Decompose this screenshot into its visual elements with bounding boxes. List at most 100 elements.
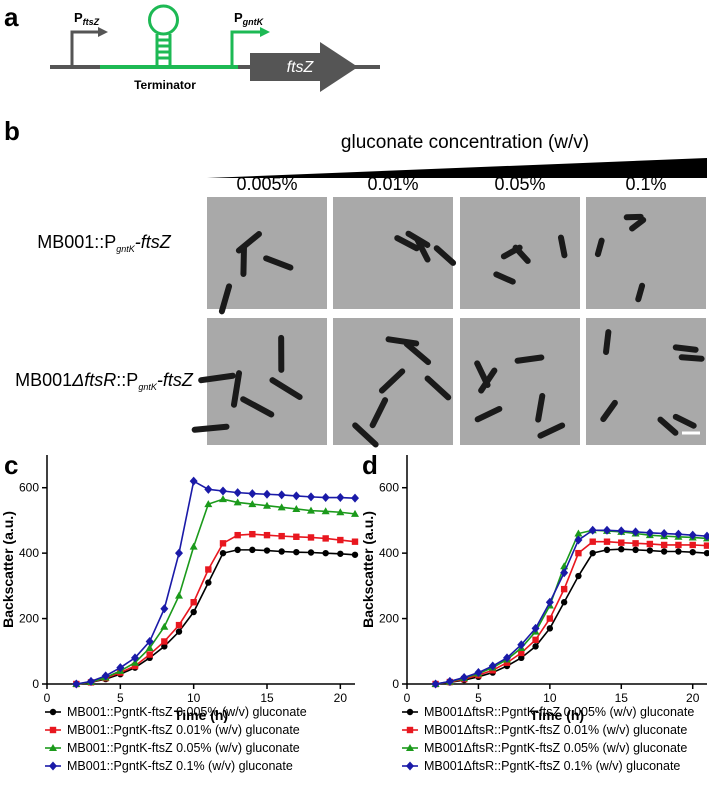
- legend-label: MB001ΔftsR::PgntK-ftsZ 0.1% (w/v) glucon…: [424, 759, 680, 773]
- micrograph-grid: [195, 197, 706, 445]
- data-point: [278, 490, 286, 499]
- data-point: [352, 552, 358, 558]
- data-point: [618, 539, 624, 545]
- data-point: [160, 623, 168, 630]
- data-point: [175, 592, 183, 599]
- cell: [682, 357, 702, 359]
- data-point: [190, 477, 198, 486]
- data-point: [234, 547, 240, 553]
- legend-label: MB001ΔftsR::PgntK-ftsZ 0.005% (w/v) gluc…: [424, 705, 694, 719]
- micrograph: [586, 197, 706, 309]
- y-tick-label: 600: [379, 481, 399, 495]
- data-point: [190, 609, 196, 615]
- data-point: [561, 599, 567, 605]
- y-axis-label: Backscatter (a.u.): [360, 511, 376, 628]
- legend-marker: [50, 727, 56, 733]
- data-point: [575, 573, 581, 579]
- y-tick-label: 200: [379, 612, 399, 626]
- series-line: [76, 534, 355, 684]
- y-tick-label: 0: [392, 677, 399, 691]
- data-point: [160, 604, 168, 613]
- promoter-label: PftsZ: [74, 10, 100, 27]
- label-part: ftsR: [84, 370, 116, 390]
- y-tick-label: 200: [19, 612, 39, 626]
- data-point: [704, 542, 709, 548]
- micrograph: [333, 197, 453, 309]
- label-part: MB001: [15, 370, 72, 390]
- x-tick-label: 15: [615, 691, 629, 705]
- data-point: [322, 535, 328, 541]
- data-point: [704, 550, 709, 556]
- label-part: -ftsZ: [157, 370, 194, 390]
- terminator-label: Terminator: [134, 78, 196, 92]
- data-point: [161, 638, 167, 644]
- column-label: 0.05%: [494, 174, 545, 194]
- cell: [638, 286, 642, 299]
- y-axis-label: Backscatter (a.u.): [0, 511, 16, 628]
- data-point: [322, 550, 328, 556]
- data-point: [264, 547, 270, 553]
- data-point: [219, 495, 227, 502]
- label-part: gntK: [116, 244, 136, 254]
- data-point: [675, 542, 681, 548]
- arrowhead: [260, 27, 270, 37]
- y-tick-label: 600: [19, 481, 39, 495]
- data-point: [176, 628, 182, 634]
- x-tick-label: 10: [543, 691, 557, 705]
- data-point: [248, 489, 256, 498]
- data-point: [219, 486, 227, 495]
- series-line: [76, 499, 355, 684]
- label-part: P: [74, 10, 83, 25]
- data-point: [337, 537, 343, 543]
- gene-label: ftsZ: [287, 59, 315, 76]
- data-point: [205, 579, 211, 585]
- data-point: [293, 549, 299, 555]
- data-point: [675, 548, 681, 554]
- data-point: [336, 493, 344, 502]
- panel-label: a: [4, 2, 19, 32]
- data-point: [647, 541, 653, 547]
- data-point: [575, 550, 581, 556]
- data-point: [146, 651, 152, 657]
- data-point: [690, 542, 696, 548]
- data-point: [661, 542, 667, 548]
- data-point: [337, 551, 343, 557]
- data-point: [532, 643, 538, 649]
- series-line: [76, 550, 355, 684]
- data-point: [604, 547, 610, 553]
- y-tick-label: 0: [32, 677, 39, 691]
- x-tick-label: 20: [334, 691, 348, 705]
- data-point: [220, 540, 226, 546]
- data-point: [292, 491, 300, 500]
- arrowhead: [98, 27, 108, 37]
- data-point: [204, 485, 212, 494]
- data-point: [661, 548, 667, 554]
- data-point: [547, 625, 553, 631]
- cell: [606, 332, 608, 352]
- column-label: 0.1%: [625, 174, 666, 194]
- x-tick-label: 5: [117, 691, 124, 705]
- row-label: MB001::PgntK-ftsZ: [37, 232, 172, 254]
- data-point: [632, 540, 638, 546]
- data-point: [590, 550, 596, 556]
- data-point: [574, 536, 582, 545]
- label-part: P: [234, 10, 243, 25]
- data-point: [690, 549, 696, 555]
- data-point: [249, 547, 255, 553]
- legend-marker: [50, 709, 56, 715]
- data-point: [293, 534, 299, 540]
- data-point: [234, 488, 242, 497]
- data-point: [278, 533, 284, 539]
- column-label: 0.005%: [236, 174, 297, 194]
- legend-label: MB001::PgntK-ftsZ 0.005% (w/v) gluconate: [67, 705, 307, 719]
- legend-marker: [406, 762, 414, 771]
- cell: [243, 248, 244, 274]
- data-point: [175, 549, 183, 558]
- row-label: MB001ΔftsR::PgntK-ftsZ: [15, 370, 194, 392]
- label-part: Δ: [71, 370, 84, 390]
- panel-label: b: [4, 116, 20, 146]
- data-point: [176, 622, 182, 628]
- cell: [676, 347, 696, 349]
